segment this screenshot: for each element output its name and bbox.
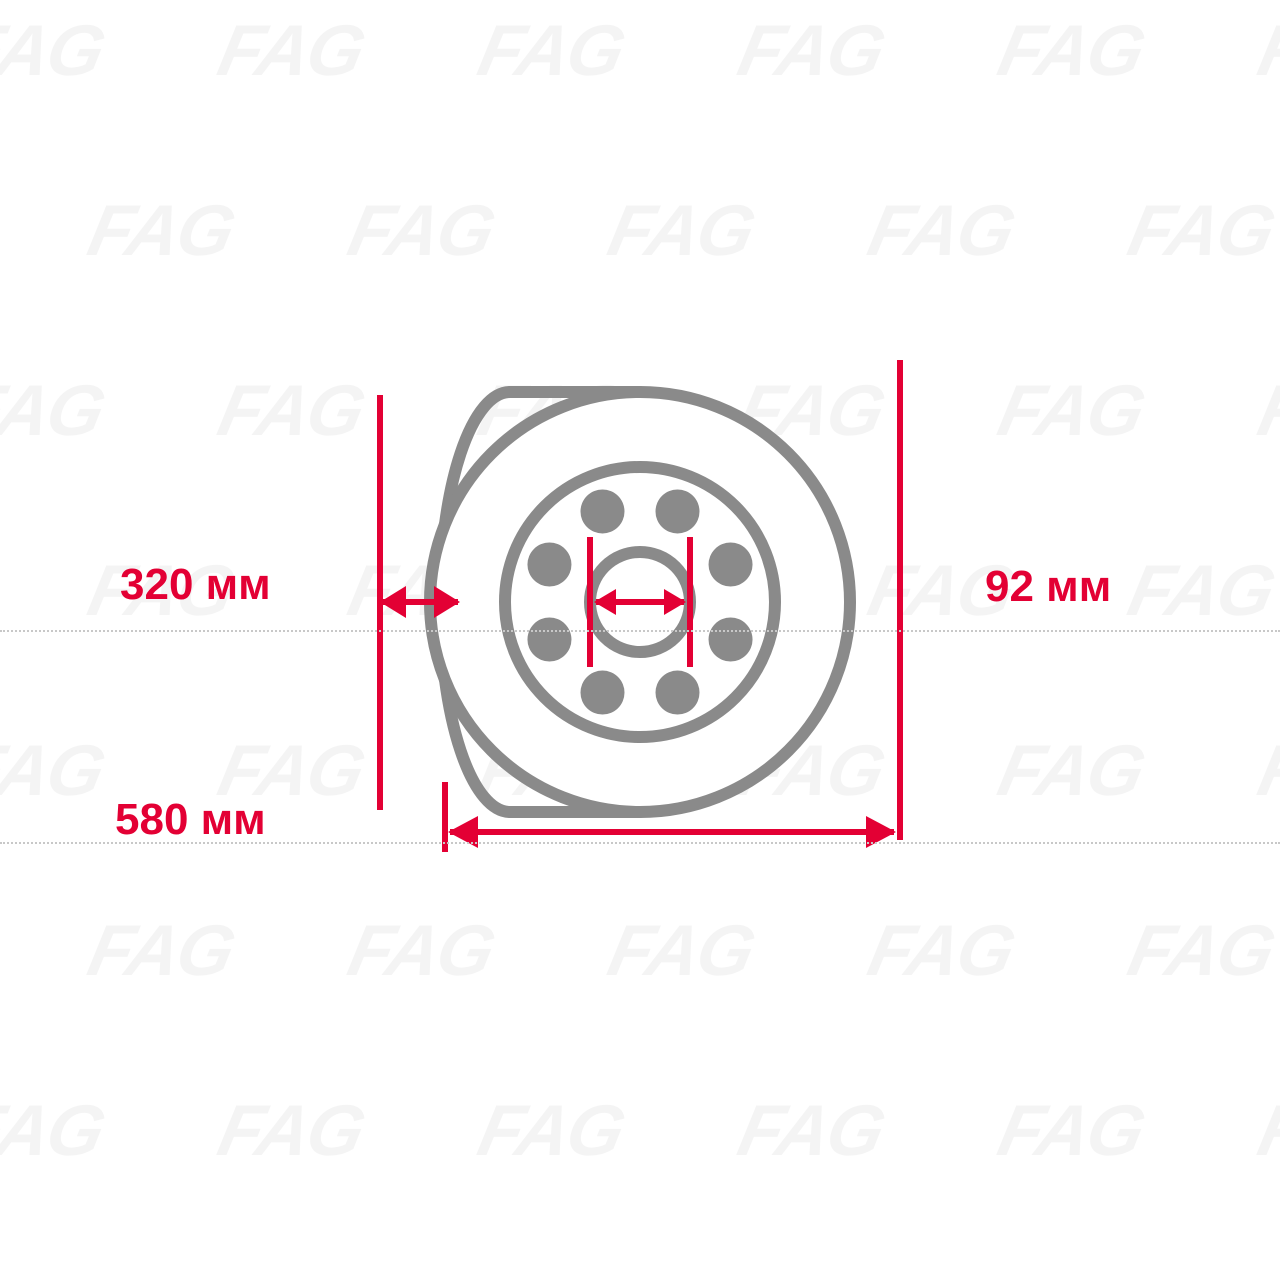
- dotted-guide-mid: [0, 630, 1280, 632]
- bearing-diagram: [0, 0, 1280, 1280]
- dimension-label-580: 580 мм: [115, 795, 266, 845]
- dimension-label-320: 320 мм: [120, 560, 271, 610]
- dimension-label-92: 92 мм: [985, 562, 1111, 612]
